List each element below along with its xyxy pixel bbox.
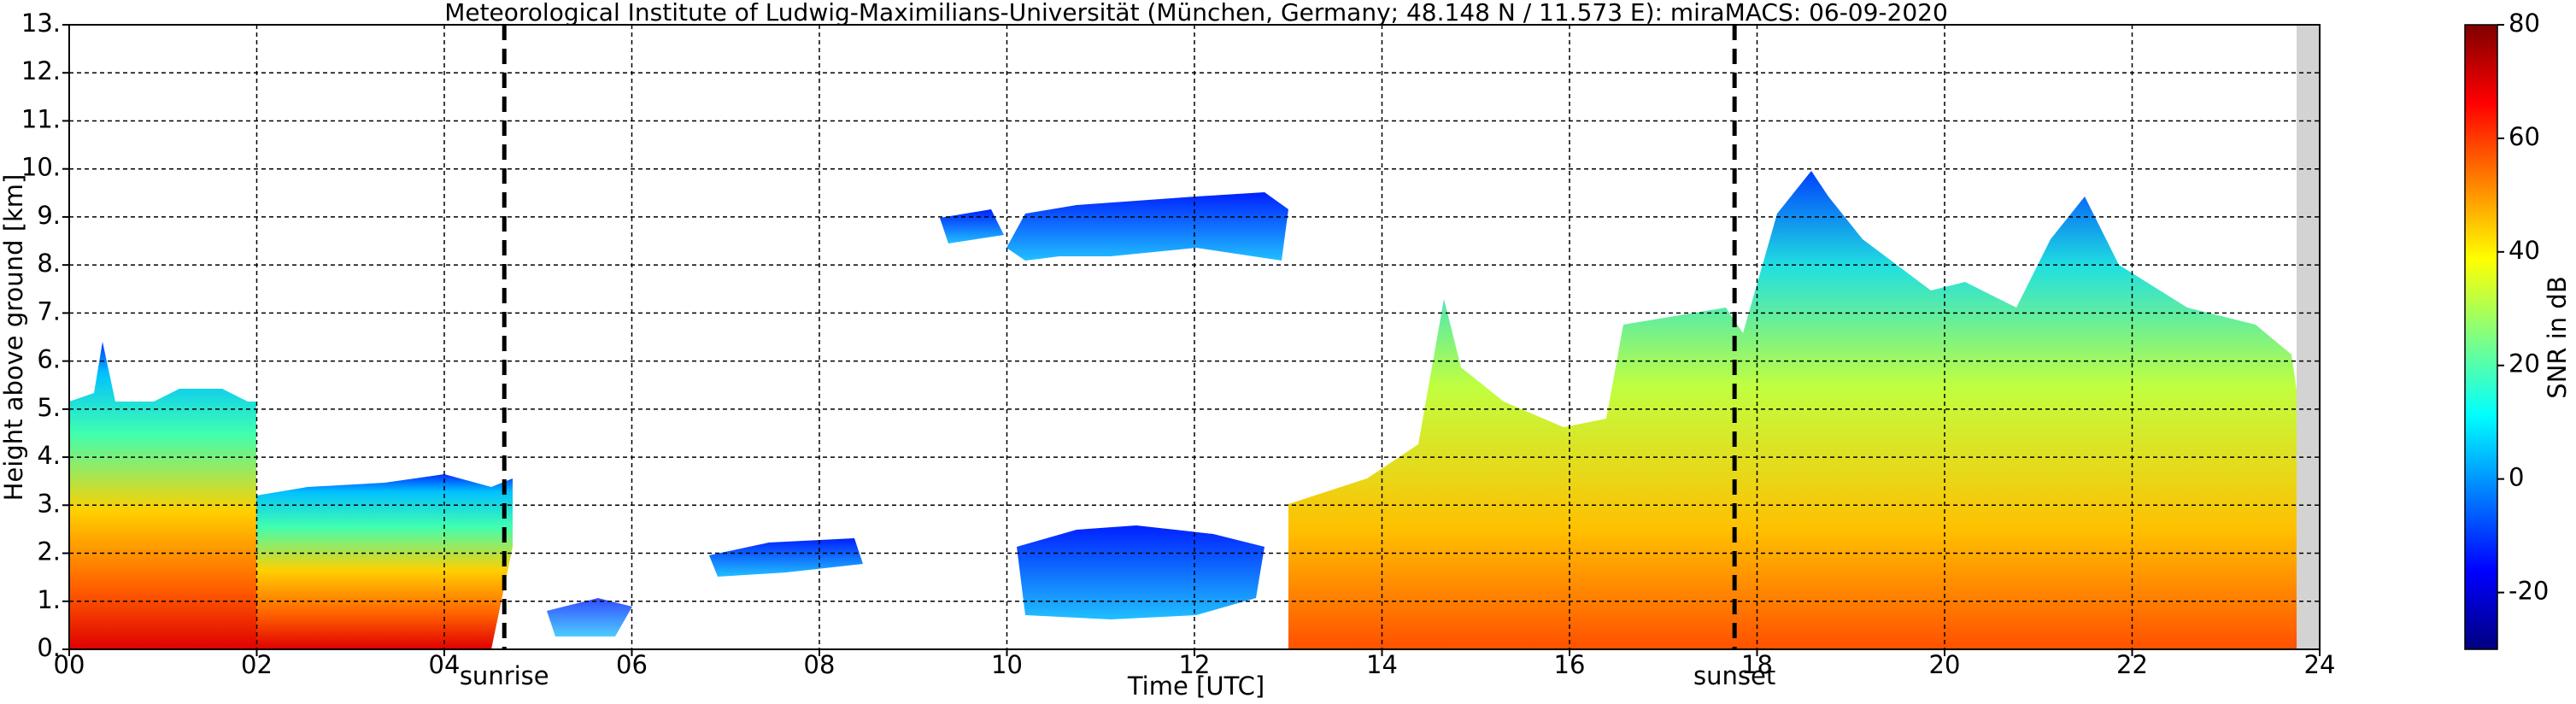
- y-axis-label: Height above ground [km]: [0, 174, 28, 502]
- colorbar-tick-label: -20: [2509, 577, 2549, 606]
- y-tick-label: 7.: [37, 296, 61, 326]
- y-tick-label: 6.: [37, 345, 61, 374]
- y-tick-label: 13.: [21, 9, 61, 38]
- x-tick-label: 14: [1366, 650, 1398, 679]
- y-tick-label: 10.: [21, 153, 61, 182]
- y-tick-label: 3.: [37, 489, 61, 518]
- colorbar-tick-label: 60: [2509, 122, 2540, 151]
- annotation-label: sunrise: [460, 661, 549, 690]
- annotation-label: sunset: [1693, 661, 1775, 690]
- y-tick-label: 8.: [37, 249, 61, 278]
- x-tick-label: 06: [616, 650, 648, 679]
- y-tick-label: 0.: [37, 633, 61, 662]
- y-tick-label: 4.: [37, 441, 61, 470]
- x-tick-label: 24: [2304, 650, 2336, 679]
- x-axis-label: Time [UTC]: [1127, 672, 1265, 701]
- y-tick-label: 11.: [21, 104, 61, 133]
- y-tick-label: 2.: [37, 537, 61, 566]
- x-tick-label: 22: [2116, 650, 2148, 679]
- chart-title: Meteorological Institute of Ludwig-Maxim…: [444, 0, 1948, 26]
- x-tick-label: 08: [804, 650, 836, 679]
- x-tick-label: 04: [429, 650, 461, 679]
- x-tick-label: 20: [1929, 650, 1961, 679]
- y-tick-label: 1.: [37, 585, 61, 614]
- colorbar-tick-label: 40: [2509, 236, 2540, 265]
- x-tick-label: 18: [1741, 650, 1773, 679]
- colorbar-frame: [2464, 24, 2498, 650]
- annotations: [502, 25, 1737, 649]
- x-tick-label: 02: [241, 650, 273, 679]
- y-tick-label: 9.: [37, 201, 61, 230]
- colorbar-label: SNR in dB: [2543, 276, 2572, 398]
- colorbar-tick-label: 20: [2509, 349, 2540, 378]
- colorbar: [2465, 25, 2497, 649]
- x-tick-label: 00: [54, 650, 85, 679]
- colorbar-tick-label: 0: [2509, 463, 2524, 492]
- x-tick-label: 10: [991, 650, 1023, 679]
- y-tick-label: 5.: [37, 393, 61, 422]
- colorbar-tick-label: 80: [2509, 9, 2540, 38]
- x-tick-label: 16: [1554, 650, 1586, 679]
- y-tick-label: 12.: [21, 56, 61, 85]
- x-tick-label: 12: [1179, 650, 1211, 679]
- radar-field: [69, 25, 2320, 649]
